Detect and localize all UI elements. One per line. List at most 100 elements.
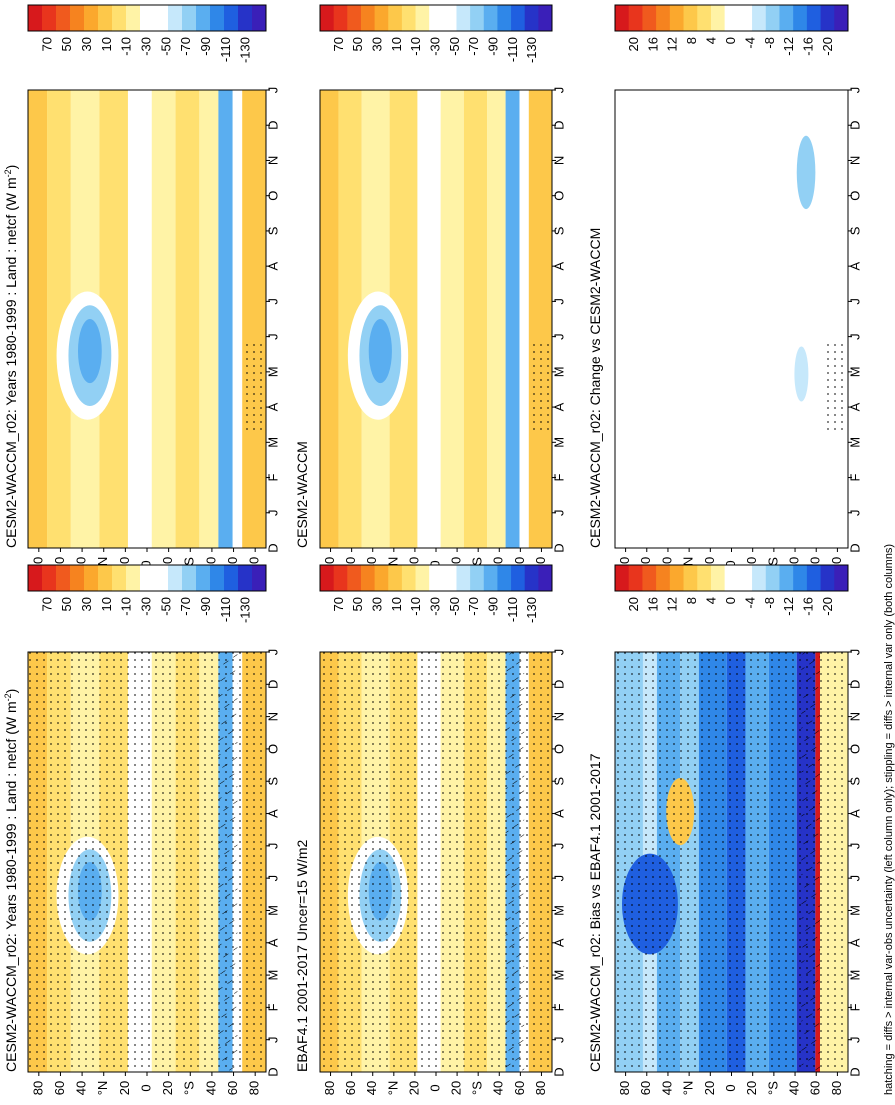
lat-tick-label: °S: [470, 1081, 485, 1095]
colorbar-tick-label: -90: [485, 37, 500, 56]
colorbar-swatch: [84, 5, 99, 31]
month-tick-label: J: [551, 298, 566, 305]
month-tick-label: A: [265, 261, 280, 270]
lat-tick-label: 20: [744, 1081, 759, 1095]
colorbar-swatch: [112, 5, 127, 31]
panel-title: CESM2-WACCM: [294, 441, 310, 548]
month-tick-label: N: [551, 712, 566, 721]
lat-tick-label: 60: [638, 1081, 653, 1095]
colorbar-swatch: [196, 5, 211, 31]
month-tick-label: M: [847, 905, 862, 916]
colorbar-swatch: [42, 565, 57, 591]
colorbar-swatch: [84, 565, 99, 591]
colorbar-swatch: [224, 5, 239, 31]
colorbar-swatch: [538, 565, 553, 591]
colorbar-swatch: [210, 5, 225, 31]
colorbar-swatch: [752, 5, 767, 31]
colorbar-tick-label: -16: [801, 597, 816, 616]
stippling: [824, 341, 848, 434]
colorbar-swatch: [524, 565, 539, 591]
lat-tick-label: 0: [427, 560, 442, 567]
lat-tick-label: 80: [533, 1081, 548, 1095]
month-tick-label: M: [265, 366, 280, 377]
colorbar-swatch: [765, 565, 780, 591]
month-tick-label: J: [551, 843, 566, 850]
stippling: [528, 341, 552, 434]
month-tick-label: S: [551, 226, 566, 235]
colorbar-swatch: [724, 565, 739, 591]
lat-tick-label: 20: [406, 1081, 421, 1095]
colorbar-tick-label: -50: [447, 597, 462, 616]
colorbar-tick-label: 30: [369, 37, 384, 51]
month-tick-label: J: [847, 333, 862, 340]
colorbar-swatch: [360, 565, 376, 591]
lat-tick-label: 0: [138, 560, 153, 567]
lat-tick-label: 60: [343, 1081, 358, 1095]
month-tick-label: J: [265, 510, 280, 517]
month-tick-label: F: [265, 474, 280, 482]
month-tick-label: O: [551, 744, 566, 754]
field-band: [175, 90, 200, 548]
colorbar-swatch: [112, 565, 127, 591]
colorbar-swatch: [224, 565, 239, 591]
colorbar-tick-label: 30: [79, 37, 94, 51]
month-tick-label: J: [847, 875, 862, 882]
colorbar-swatch: [429, 565, 444, 591]
colorbar-tick-label: -12: [781, 37, 796, 56]
colorbar-swatch: [642, 565, 657, 591]
month-tick-label: J: [847, 510, 862, 517]
month-tick-label: F: [265, 1003, 280, 1011]
colorbar-tick-label: -70: [178, 37, 193, 56]
colorbar-swatch: [374, 5, 389, 31]
hatching: [218, 652, 238, 1072]
colorbar-swatch: [401, 565, 417, 591]
colorbar-swatch: [252, 565, 267, 591]
colorbar-tick-label: 10: [99, 597, 114, 611]
colorbar-swatch: [683, 5, 698, 31]
month-tick-label: J: [265, 649, 280, 656]
month-tick-label: D: [551, 121, 566, 130]
colorbar-tick-label: 8: [684, 37, 699, 44]
month-tick-label: N: [265, 156, 280, 165]
colorbar-swatch: [56, 565, 71, 591]
colorbar-swatch: [793, 565, 808, 591]
colorbar-swatch: [360, 5, 376, 31]
month-tick-label: N: [265, 712, 280, 721]
month-start-label: D: [847, 1067, 862, 1076]
lat-tick-label: 20: [160, 1081, 175, 1095]
colorbar-swatch: [388, 565, 403, 591]
colorbar-tick-label: -10: [119, 597, 134, 616]
colorbar-tick-label: -12: [781, 597, 796, 616]
month-tick-label: J: [265, 298, 280, 305]
field-band: [232, 90, 243, 548]
colorbar-swatch: [456, 5, 471, 31]
colorbar-tick-label: 4: [704, 597, 719, 604]
colorbar-tick-label: -50: [158, 37, 173, 56]
lat-tick-label: 80: [829, 1081, 844, 1095]
colorbar-swatch: [442, 565, 457, 591]
field-band: [505, 90, 520, 548]
panel-title: CESM2-WACCM_r02: Bias vs EBAF4.1 2001-20…: [587, 753, 603, 1072]
month-start-label: D: [551, 1067, 566, 1076]
month-tick-label: F: [847, 1003, 862, 1011]
colorbar-tick-label: 70: [331, 37, 346, 51]
month-tick-label: D: [847, 680, 862, 689]
field-band: [320, 90, 339, 548]
colorbar-tick-label: -90: [198, 597, 213, 616]
colorbar-tick-label: -70: [466, 37, 481, 56]
field-band: [519, 90, 529, 548]
month-start-label: D: [551, 543, 566, 552]
colorbar-tick-label: -4: [742, 37, 757, 49]
colorbar-swatch: [834, 5, 849, 31]
month-tick-label: J: [847, 298, 862, 305]
colorbar-tick-label: 8: [684, 597, 699, 604]
colorbar-swatch: [628, 5, 643, 31]
colorbar-swatch: [511, 5, 526, 31]
colorbar-tick-label: -130: [524, 597, 539, 623]
colorbar-swatch: [415, 5, 430, 31]
colorbar-swatch: [669, 565, 685, 591]
field-patch: [794, 346, 809, 402]
month-tick-label: O: [551, 191, 566, 201]
